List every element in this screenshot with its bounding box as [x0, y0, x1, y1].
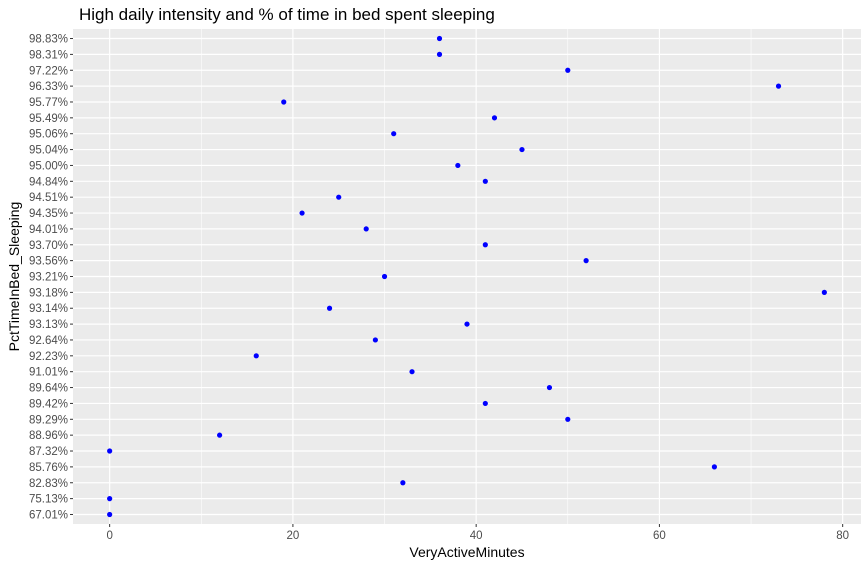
y-tick-label: 91.01%: [29, 367, 68, 379]
y-tick-label: 95.06%: [29, 129, 68, 141]
data-point: [519, 146, 525, 153]
x-tick-label: 0: [106, 530, 112, 542]
y-tick-label: 93.21%: [29, 272, 68, 284]
data-point: [565, 67, 571, 73]
data-point: [299, 210, 305, 216]
data-point: [711, 464, 717, 470]
y-tick-label: 94.01%: [29, 224, 68, 236]
data-point: [775, 83, 782, 89]
x-tick-label: 40: [470, 530, 483, 542]
data-point: [326, 305, 333, 311]
data-point: [391, 131, 397, 137]
y-tick-label: 92.64%: [29, 335, 68, 347]
data-point: [482, 400, 488, 407]
data-point: [455, 162, 461, 169]
data-point: [565, 416, 571, 422]
data-point: [107, 496, 113, 502]
x-tick-label: 80: [836, 530, 849, 542]
chart-title: High daily intensity and % of time in be…: [79, 5, 495, 24]
data-point: [381, 273, 388, 280]
y-tick-label: 82.83%: [29, 478, 68, 490]
y-tick-label: 95.77%: [29, 97, 68, 109]
data-point: [409, 369, 415, 375]
data-point: [583, 258, 589, 264]
data-points: [107, 35, 827, 518]
y-tick-label: 89.29%: [29, 414, 68, 426]
y-tick-label: 95.49%: [29, 113, 68, 125]
data-point: [821, 289, 827, 295]
y-tick-label: 95.00%: [29, 160, 68, 172]
x-tick-label: 20: [287, 530, 300, 542]
data-point: [336, 194, 342, 200]
y-tick-label: 98.31%: [29, 49, 68, 61]
y-tick-label: 89.42%: [29, 398, 68, 410]
y-axis-ticks: 67.01% 75.13% 82.83% 85.76% 87.32% 88.96% 89.2…: [29, 34, 73, 521]
y-tick-label: 85.76%: [29, 462, 68, 474]
data-point: [464, 321, 470, 327]
y-tick-label: 95.04%: [29, 145, 68, 157]
data-point: [281, 99, 287, 105]
data-point: [107, 448, 113, 454]
y-tick-label: 67.01%: [29, 509, 68, 521]
y-tick-label: 93.13%: [29, 319, 68, 331]
data-point: [400, 480, 406, 486]
y-tick-label: 93.18%: [29, 287, 68, 299]
y-tick-label: 93.14%: [29, 303, 68, 315]
y-tick-label: 94.84%: [29, 176, 68, 188]
y-tick-label: 94.35%: [29, 208, 68, 220]
data-point: [217, 432, 223, 438]
y-tick-label: 96.33%: [29, 81, 68, 93]
y-tick-label: 87.32%: [29, 446, 68, 458]
y-tick-label: 97.22%: [29, 65, 68, 77]
y-tick-label: 92.23%: [29, 351, 68, 363]
data-point: [253, 353, 259, 359]
data-point: [546, 384, 553, 391]
data-point: [482, 178, 488, 184]
data-point: [482, 242, 488, 248]
x-tick-label: 60: [653, 530, 666, 542]
x-axis-ticks: 0 20 40 60 80: [106, 524, 849, 542]
y-tick-label: 75.13%: [29, 494, 68, 506]
y-tick-label: 94.51%: [29, 192, 68, 204]
y-tick-label: 93.56%: [29, 256, 68, 268]
x-axis-title: VeryActiveMinutes: [409, 544, 524, 560]
major-gridlines: [73, 29, 861, 524]
y-tick-label: 98.83%: [29, 34, 68, 46]
y-tick-label: 89.64%: [29, 383, 68, 395]
data-point: [491, 115, 498, 121]
data-point: [436, 35, 443, 42]
y-tick-label: 88.96%: [29, 430, 68, 442]
data-point: [372, 337, 378, 343]
data-point: [107, 511, 113, 518]
y-axis-title: PctTimeInBed_Sleeping: [6, 202, 22, 352]
data-point: [363, 226, 369, 232]
y-tick-label: 93.70%: [29, 240, 68, 252]
data-point: [436, 51, 443, 57]
